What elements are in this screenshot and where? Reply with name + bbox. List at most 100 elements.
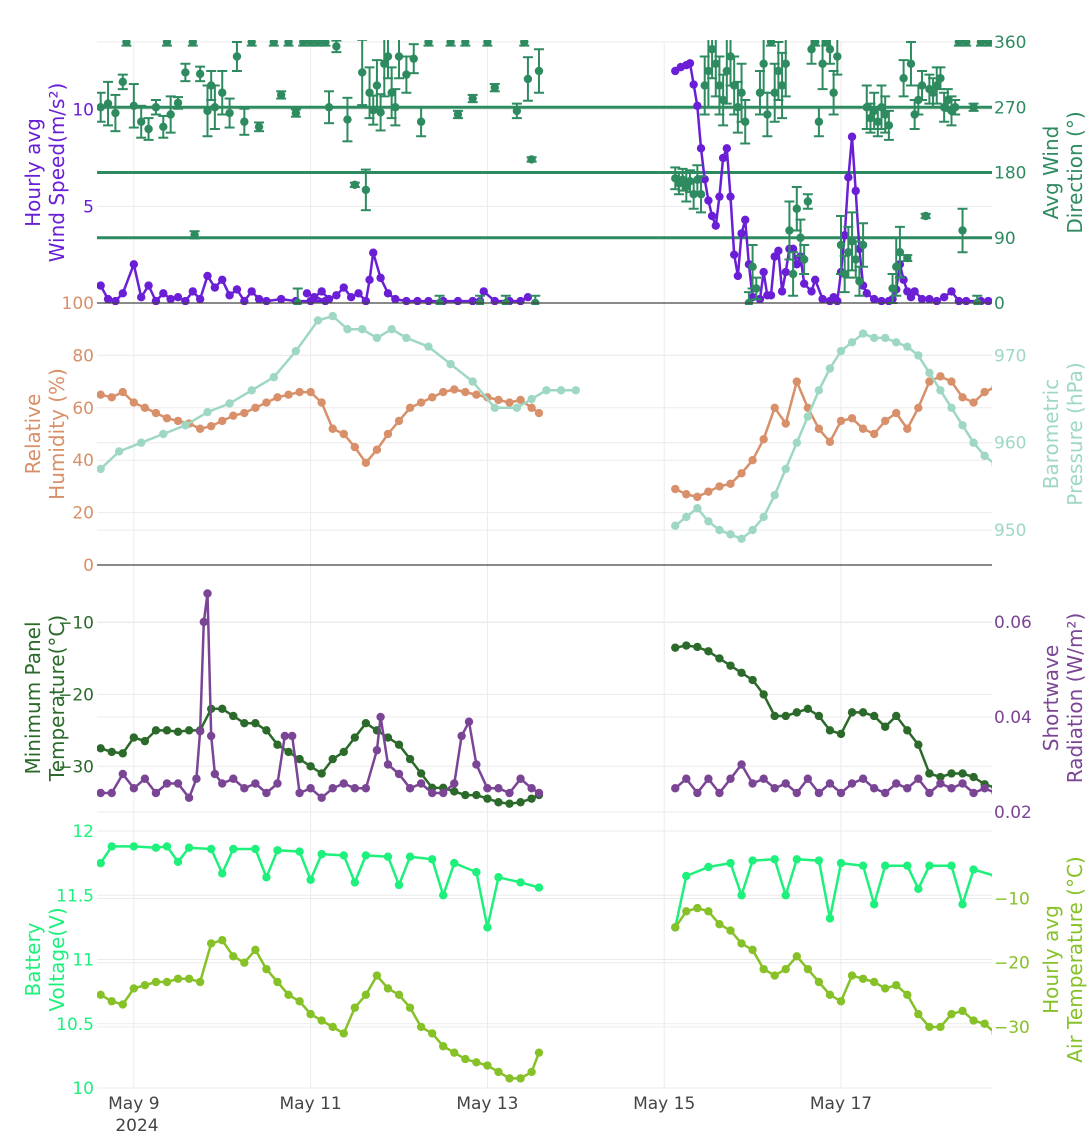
x-tick-label: May 11 (280, 1094, 342, 1114)
data-point (715, 654, 724, 663)
data-point (980, 387, 989, 397)
data-point (939, 103, 949, 112)
data-point (884, 121, 894, 130)
data-point (781, 419, 790, 428)
data-point (516, 296, 525, 305)
data-point (914, 1009, 923, 1019)
data-point (671, 643, 680, 652)
data-point (814, 856, 824, 865)
data-point (1003, 391, 1011, 399)
data-point (1003, 784, 1011, 792)
data-point (324, 294, 334, 304)
data-point (479, 287, 488, 296)
data-point (814, 711, 824, 721)
data-point (512, 403, 522, 412)
left-axis-title: Hourly avgWind Speed(m/s²) (21, 83, 69, 263)
data-point (203, 271, 212, 281)
data-point (748, 675, 757, 685)
data-point (858, 329, 868, 338)
data-point (741, 215, 750, 225)
data-point (825, 726, 835, 735)
data-point (446, 359, 455, 369)
data-point (136, 438, 146, 447)
data-point (251, 779, 260, 788)
data-point (162, 779, 172, 788)
data-point (1014, 391, 1022, 399)
right-tick-label: 270 (994, 98, 1026, 118)
data-point (814, 977, 824, 987)
data-point (151, 408, 161, 418)
data-point (188, 40, 197, 47)
data-point (409, 54, 418, 63)
data-point (814, 788, 824, 798)
data-point (111, 108, 120, 118)
data-point (726, 192, 735, 201)
data-point (947, 403, 956, 412)
data-point (118, 387, 127, 397)
data-point (339, 1029, 348, 1038)
data-point (542, 386, 551, 395)
data-point (836, 997, 846, 1006)
data-point (947, 861, 956, 870)
data-point (892, 711, 901, 721)
data-point (391, 294, 400, 304)
data-point (343, 325, 352, 334)
data-point (173, 857, 183, 867)
data-point (759, 964, 768, 974)
data-point (847, 708, 857, 717)
data-point (862, 103, 871, 112)
data-point (357, 68, 367, 77)
data-point (361, 718, 371, 728)
data-point (424, 40, 433, 47)
data-point (192, 774, 201, 783)
data-point (295, 847, 304, 856)
data-point (483, 40, 492, 47)
data-point (450, 1048, 459, 1057)
data-point (781, 891, 790, 900)
right-tick-label: 970 (994, 346, 1026, 366)
left-tick-label: 40 (72, 451, 94, 471)
data-point (836, 729, 846, 739)
data-point (858, 424, 868, 433)
data-point (958, 226, 967, 235)
data-point (792, 204, 801, 213)
data-point (446, 40, 455, 47)
data-point (299, 40, 308, 47)
data-point (925, 769, 934, 778)
data-point (729, 250, 739, 259)
data-point (184, 843, 194, 852)
data-point (218, 88, 227, 97)
data-point (118, 77, 127, 87)
data-point (792, 438, 801, 447)
left-tick-label: 10 (72, 101, 94, 121)
data-point (880, 416, 890, 426)
data-point (770, 88, 779, 97)
data-point (523, 74, 533, 84)
data-point (869, 977, 879, 987)
data-point (777, 287, 787, 296)
data-point (980, 784, 989, 793)
data-point (276, 294, 286, 304)
data-point (1014, 873, 1022, 881)
data-point (306, 40, 315, 47)
data-point (306, 387, 315, 397)
left-axis-title-line: Hourly avg (21, 118, 45, 227)
data-point (869, 711, 879, 721)
data-point (229, 411, 238, 420)
data-point (332, 42, 341, 51)
data-point (97, 464, 105, 474)
data-point (273, 779, 282, 788)
data-point (218, 704, 227, 713)
data-point (391, 103, 400, 112)
data-point (251, 844, 260, 854)
data-point (969, 865, 978, 874)
data-point (427, 855, 437, 864)
data-point (888, 284, 897, 293)
data-point (339, 429, 348, 439)
data-point (770, 855, 779, 864)
data-point (394, 880, 404, 890)
data-point (483, 1061, 492, 1070)
data-point (350, 878, 360, 887)
data-point (822, 40, 831, 47)
data-point (140, 981, 150, 990)
